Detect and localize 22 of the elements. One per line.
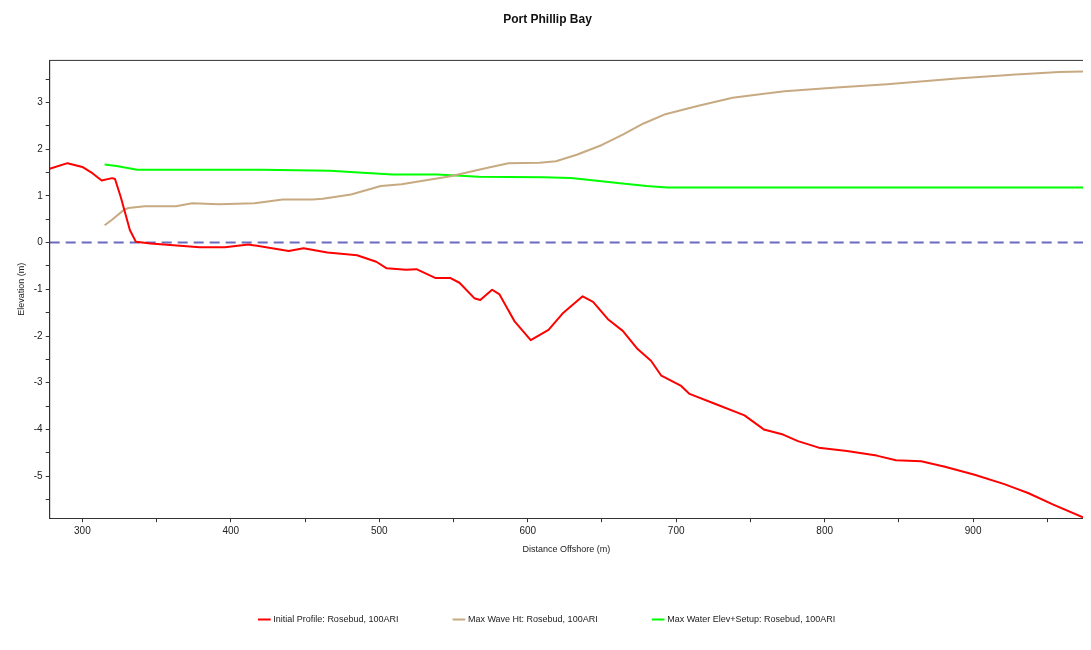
y-tick-label: 1 bbox=[37, 189, 44, 201]
y-tick-label: -1 bbox=[33, 283, 44, 295]
y-tick-label: 2 bbox=[37, 142, 44, 154]
legend-label: Max Wave Ht: Rosebud, 100ARI bbox=[467, 613, 598, 624]
legend-label: Initial Profile: Rosebud, 100ARI bbox=[273, 613, 399, 624]
y-tick-label: -5 bbox=[33, 469, 44, 481]
y-tick-label: 3 bbox=[37, 96, 44, 108]
chart-title: Port Phillip Bay bbox=[503, 11, 593, 26]
y-tick-label: -3 bbox=[33, 376, 44, 388]
legend-label: Max Water Elev+Setup: Rosebud, 100ARI bbox=[667, 613, 836, 624]
y-tick-label: -2 bbox=[33, 329, 44, 341]
y-tick-label: -4 bbox=[33, 423, 44, 435]
x-tick-label: 900 bbox=[964, 524, 982, 536]
x-tick-label: 800 bbox=[816, 524, 834, 536]
x-tick-label: 500 bbox=[370, 524, 389, 536]
x-tick-label: 600 bbox=[519, 524, 537, 536]
x-tick-label: 300 bbox=[74, 524, 92, 536]
x-tick-label: 400 bbox=[222, 524, 240, 536]
y-tick-label: 0 bbox=[37, 236, 44, 248]
x-tick-label: 700 bbox=[667, 524, 685, 536]
y-axis-title: Elevation (m) bbox=[15, 262, 26, 316]
x-axis-title: Distance Offshore (m) bbox=[522, 544, 611, 555]
